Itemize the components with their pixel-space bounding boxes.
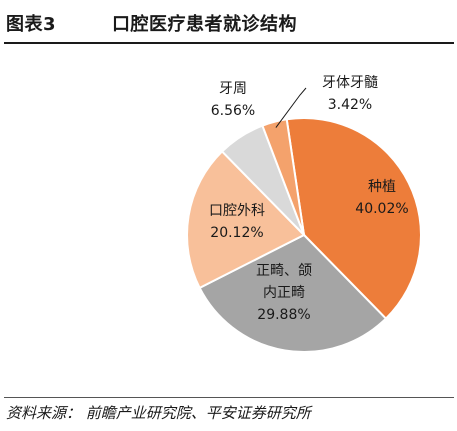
slice-label-3: 口腔外科 20.12% — [209, 203, 265, 241]
slice-label-4: 牙周 6.56% — [211, 81, 255, 119]
pie-slice-5 — [261, 118, 305, 236]
figure-label: 图表3 — [6, 14, 57, 35]
slice-percent: 20.12% — [210, 225, 263, 241]
slice-name: 种植 — [368, 179, 396, 195]
pie-slice-2 — [198, 233, 388, 353]
footer-rule — [4, 397, 454, 398]
slice-percent: 3.42% — [328, 97, 372, 113]
chart-header: 图表3 口腔医疗患者就诊结构 — [0, 0, 457, 42]
slice-name: 牙体牙髓 — [322, 75, 378, 91]
slice-percent: 29.88% — [257, 307, 310, 323]
slice-label-1: 种植 40.02% — [355, 179, 408, 217]
pie-slice-1 — [285, 117, 422, 320]
slice-name: 牙周 — [219, 81, 247, 97]
slice-percent: 40.02% — [355, 201, 408, 217]
slice-name: 正畸、颌 — [256, 263, 312, 279]
slice-label-5: 牙体牙髓 3.42% — [322, 75, 378, 113]
pie-slice-3 — [186, 150, 306, 290]
slice-percent: 6.56% — [211, 103, 255, 119]
slice-name: 内正畸 — [263, 285, 305, 301]
header-rule — [4, 42, 454, 44]
slice-name: 口腔外科 — [209, 203, 265, 219]
chart-title: 口腔医疗患者就诊结构 — [112, 14, 297, 35]
leader-line — [275, 87, 307, 128]
source-note: 资料来源： 前瞻产业研究院、平安证券研究所 — [6, 404, 311, 422]
